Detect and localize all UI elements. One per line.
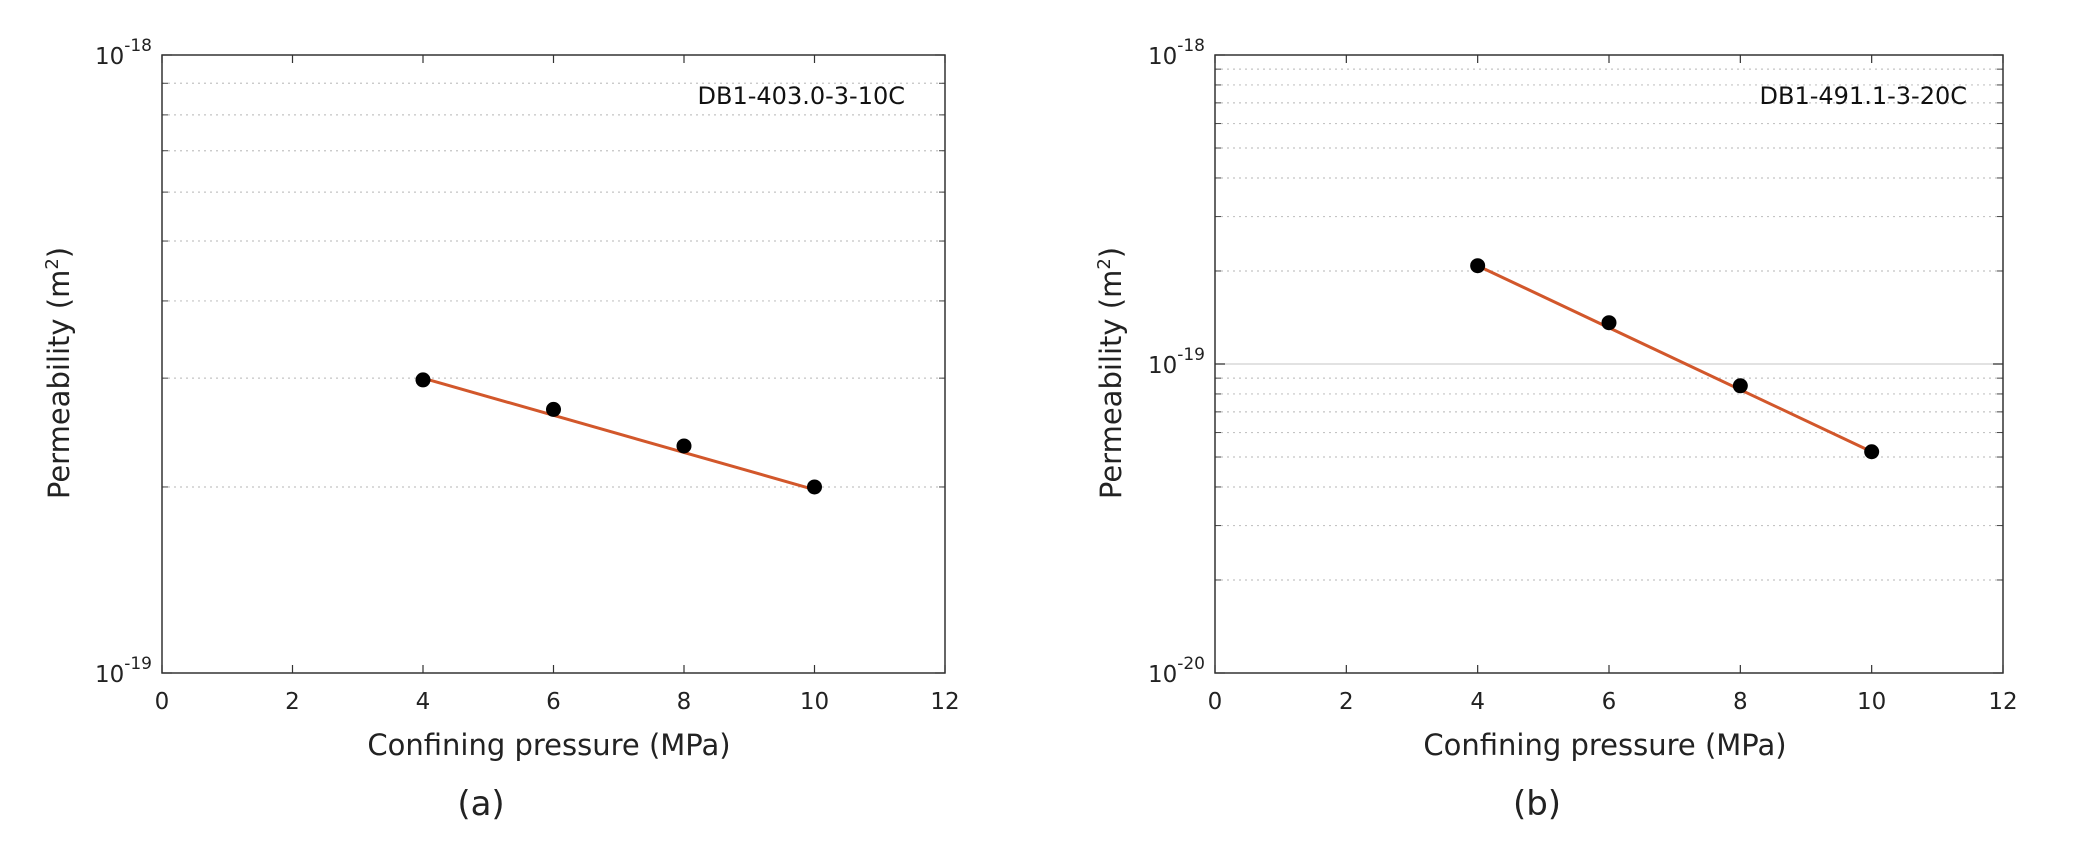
panel-b: 0 2 4 6 8 10 12 10-20 10-19 10-18 DB1-491.1-3-20… bbox=[1094, 36, 2018, 824]
panel-caption-a: (a) bbox=[457, 784, 504, 824]
marks-a bbox=[415, 372, 822, 495]
y-tick-label: 10-18 bbox=[95, 36, 152, 70]
y-tick-label: 10-20 bbox=[1148, 654, 1205, 688]
fit-line bbox=[1477, 264, 1873, 454]
x-tick-label: 10 bbox=[1857, 689, 1886, 715]
y-ticks-b: 10-20 10-19 10-18 bbox=[1148, 36, 2003, 688]
grid-b bbox=[1215, 68, 2003, 581]
data-point bbox=[415, 372, 431, 388]
x-tick-label: 12 bbox=[1988, 689, 2017, 715]
x-tick-label: 8 bbox=[1733, 689, 1748, 715]
y-tick-label: 10-18 bbox=[1148, 36, 1205, 70]
annotation-b: DB1-491.1-3-20C bbox=[1760, 82, 1967, 110]
marks-b bbox=[1470, 258, 1880, 460]
y-tick-label: 10-19 bbox=[95, 654, 152, 688]
x-tick-label: 10 bbox=[800, 689, 829, 715]
panel-caption-b: (b) bbox=[1513, 784, 1561, 824]
data-point bbox=[807, 479, 822, 495]
y-ticks-a: 10-19 10-18 bbox=[95, 36, 945, 688]
data-point bbox=[1732, 378, 1748, 394]
y-axis-label-b-text: Permeability (m bbox=[1094, 270, 1128, 499]
data-point bbox=[546, 401, 561, 417]
data-point bbox=[1470, 258, 1486, 274]
y-axis-label-a-sup: 2 bbox=[42, 258, 63, 269]
fit-line bbox=[422, 376, 815, 492]
x-ticks-b: 0 2 4 6 8 10 12 bbox=[1208, 55, 2018, 715]
x-tick-label: 0 bbox=[155, 689, 170, 715]
grid-a bbox=[162, 82, 945, 488]
x-ticks-a: 0 2 4 6 8 10 12 bbox=[155, 55, 960, 715]
data-point bbox=[1601, 315, 1617, 331]
x-tick-label: 2 bbox=[285, 689, 300, 715]
x-tick-label: 12 bbox=[930, 689, 959, 715]
panel-a: 0 2 4 6 8 10 12 10-19 10-18 DB1-403.0-3-10C Con… bbox=[42, 36, 960, 824]
annotation-a: DB1-403.0-3-10C bbox=[698, 82, 905, 110]
x-tick-label: 6 bbox=[1602, 689, 1617, 715]
data-point bbox=[1864, 444, 1880, 460]
x-tick-label: 6 bbox=[546, 689, 561, 715]
data-point bbox=[676, 438, 692, 454]
y-tick-label: 10-19 bbox=[1148, 345, 1205, 379]
y-axis-label-a: Permeability (m2) bbox=[42, 247, 76, 499]
y-axis-label-a-close: ) bbox=[42, 247, 76, 258]
x-tick-label: 4 bbox=[416, 689, 431, 715]
x-tick-label: 8 bbox=[677, 689, 692, 715]
y-axis-label-b: Permeability (m2) bbox=[1094, 247, 1128, 499]
x-axis-label-a: Confining pressure (MPa) bbox=[367, 728, 730, 762]
x-axis-label-b: Confining pressure (MPa) bbox=[1423, 728, 1786, 762]
x-tick-label: 0 bbox=[1208, 689, 1223, 715]
x-tick-label: 2 bbox=[1339, 689, 1354, 715]
y-axis-label-b-sup: 2 bbox=[1094, 258, 1115, 269]
x-tick-label: 4 bbox=[1470, 689, 1485, 715]
y-axis-label-a-text: Permeability (m bbox=[42, 270, 76, 499]
y-axis-label-b-close: ) bbox=[1094, 247, 1128, 258]
